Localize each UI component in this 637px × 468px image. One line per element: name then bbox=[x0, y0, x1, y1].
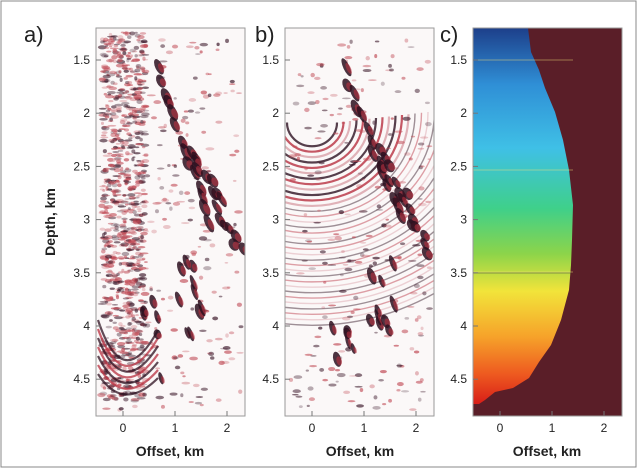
panel-a-seismic-image bbox=[95, 27, 246, 417]
x-axis-label-b: Offset, km bbox=[326, 443, 394, 459]
y-tick-label: 3 bbox=[460, 213, 467, 227]
axis-ticks: 1.5 2 2.5 3 3.5 4 4.5 0 1 2 1.5 2 2.5 3 3.5 4 4.5 0 1 2 1.5 2… bbox=[73, 53, 607, 435]
panel-letter-a: a) bbox=[24, 22, 44, 47]
panel-b-seismic-image bbox=[284, 27, 435, 417]
y-tick-label: 3 bbox=[83, 213, 90, 227]
y-tick-label: 2 bbox=[83, 106, 90, 120]
y-tick-label: 2.5 bbox=[450, 159, 467, 173]
x-tick-label: 2 bbox=[224, 421, 231, 435]
y-tick-label: 4.5 bbox=[73, 372, 90, 386]
x-tick-label: 0 bbox=[309, 421, 316, 435]
y-tick-label: 4 bbox=[83, 319, 90, 333]
y-tick-label: 1.5 bbox=[262, 53, 279, 67]
y-tick-label: 4.5 bbox=[450, 372, 467, 386]
x-axis-label-c: Offset, km bbox=[513, 443, 581, 459]
y-tick-label: 1.5 bbox=[450, 53, 467, 67]
x-tick-label: 2 bbox=[601, 421, 608, 435]
y-tick-label: 3.5 bbox=[450, 266, 467, 280]
y-tick-label: 3.5 bbox=[73, 266, 90, 280]
y-tick-label: 2.5 bbox=[73, 159, 90, 173]
y-tick-label: 2 bbox=[272, 106, 279, 120]
panel-c-velocity-model bbox=[472, 27, 623, 417]
x-tick-label: 1 bbox=[549, 421, 556, 435]
y-tick-label: 2.5 bbox=[262, 159, 279, 173]
x-tick-label: 2 bbox=[413, 421, 420, 435]
x-axis-label-a: Offset, km bbox=[136, 443, 204, 459]
panel-letter-c: c) bbox=[440, 22, 458, 47]
y-tick-label: 3.5 bbox=[262, 266, 279, 280]
panel-letter-b: b) bbox=[255, 22, 275, 47]
x-tick-label: 0 bbox=[497, 421, 504, 435]
y-tick-label: 3 bbox=[272, 213, 279, 227]
y-tick-label: 1.5 bbox=[73, 53, 90, 67]
x-tick-label: 1 bbox=[172, 421, 179, 435]
x-tick-label: 0 bbox=[120, 421, 127, 435]
velocity-gradient-region bbox=[473, 28, 573, 404]
y-tick-label: 4 bbox=[272, 319, 279, 333]
y-tick-label: 4 bbox=[460, 319, 467, 333]
y-tick-label: 2 bbox=[460, 106, 467, 120]
y-axis-label: Depth, km bbox=[42, 188, 58, 256]
y-tick-label: 4.5 bbox=[262, 372, 279, 386]
x-tick-label: 1 bbox=[361, 421, 368, 435]
